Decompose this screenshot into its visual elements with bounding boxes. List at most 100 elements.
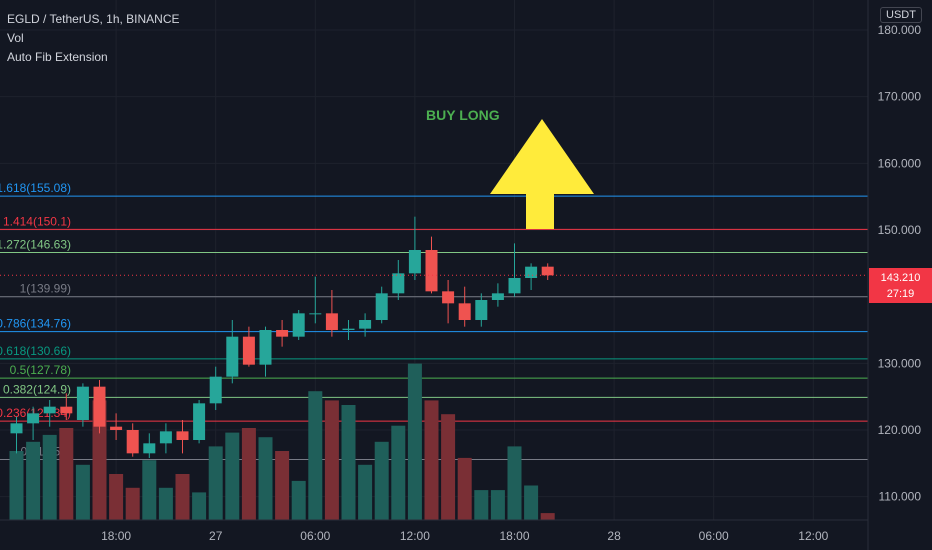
volume-bar: [275, 451, 290, 520]
candle-body: [193, 403, 206, 440]
candle[interactable]: [508, 243, 521, 297]
candle-body: [359, 320, 372, 329]
fib-level-label: 1(139.99): [20, 282, 71, 296]
candle[interactable]: [143, 433, 156, 458]
price-axis[interactable]: 110.000120.000130.000140.000150.000160.0…: [867, 0, 922, 550]
volume-bar: [524, 485, 539, 520]
candle[interactable]: [176, 420, 189, 454]
indicator-auto-fib[interactable]: Auto Fib Extension: [7, 50, 108, 64]
candle[interactable]: [342, 320, 355, 340]
candle[interactable]: [76, 383, 89, 427]
volume-bar: [241, 428, 256, 520]
candle[interactable]: [475, 293, 488, 327]
candle[interactable]: [458, 286, 471, 327]
candle-body: [325, 313, 338, 330]
volume-bar: [457, 457, 472, 520]
candle[interactable]: [325, 290, 338, 337]
candle-body: [442, 291, 455, 304]
fib-level-label: 0.382(124.9): [3, 382, 71, 396]
volume-bar: [391, 425, 406, 520]
candle-body: [491, 293, 504, 300]
candle-body: [458, 303, 471, 320]
time-tick-label: 12:00: [798, 529, 828, 543]
candle[interactable]: [126, 423, 139, 457]
volume-bar: [59, 428, 74, 520]
volume-bar: [424, 400, 439, 520]
volume-bar: [9, 451, 24, 520]
volume-bar: [42, 434, 57, 520]
candle-body: [259, 330, 272, 365]
candle[interactable]: [60, 393, 73, 420]
candle[interactable]: [309, 276, 322, 324]
volume-bar: [26, 441, 41, 520]
candle[interactable]: [159, 423, 172, 454]
price-tick-label: 180.000: [878, 23, 922, 37]
candle[interactable]: [392, 260, 405, 300]
bar-countdown: 27:19: [886, 288, 915, 300]
volume-bar: [125, 487, 140, 520]
volume-bar: [341, 405, 356, 520]
last-price-tag: 143.210 27:19: [869, 268, 932, 303]
candle[interactable]: [408, 216, 421, 280]
candle[interactable]: [242, 326, 255, 367]
fib-level-label: 0.5(127.78): [10, 363, 71, 377]
time-axis[interactable]: 18:00 27 06:00 12:00 18:00 28 06:00 12:00: [0, 519, 868, 543]
candle[interactable]: [525, 263, 538, 290]
volume-bar: [474, 490, 489, 520]
price-tick-label: 170.000: [878, 90, 922, 104]
candle[interactable]: [43, 400, 56, 427]
candle-body: [209, 376, 222, 404]
candle[interactable]: [110, 413, 123, 440]
candle[interactable]: [442, 280, 455, 324]
indicator-vol[interactable]: Vol: [7, 31, 24, 45]
candle[interactable]: [93, 380, 106, 434]
candle[interactable]: [292, 310, 305, 340]
symbol-title[interactable]: EGLD / TetherUS, 1h, BINANCE: [7, 12, 180, 26]
volume-bar: [142, 460, 157, 520]
volume-bar: [407, 363, 422, 520]
candle-body: [226, 336, 239, 377]
volume-bars: [9, 363, 555, 520]
fib-level-label: 0.786(134.76): [0, 317, 71, 331]
candle-body: [425, 250, 438, 292]
fib-level-label: 1.618(155.08): [0, 181, 71, 195]
candle[interactable]: [375, 286, 388, 324]
candle[interactable]: [541, 263, 554, 280]
candle-body: [43, 406, 56, 414]
candle-body: [508, 278, 521, 294]
volume-bar: [507, 446, 522, 520]
price-tick-label: 150.000: [878, 223, 922, 237]
candle[interactable]: [226, 320, 239, 384]
candlesticks[interactable]: [0, 216, 868, 458]
candle-body: [309, 313, 322, 315]
candle[interactable]: [193, 400, 206, 444]
price-tick-label: 120.000: [878, 423, 922, 437]
last-price-value: 143.210: [880, 272, 921, 284]
candle-body: [475, 300, 488, 320]
candle[interactable]: [491, 283, 504, 307]
candle[interactable]: [259, 326, 272, 377]
candle-body: [541, 266, 554, 276]
candle[interactable]: [209, 366, 222, 410]
candle[interactable]: [27, 406, 40, 440]
candle-body: [292, 313, 305, 337]
time-tick-label: 27: [209, 529, 223, 543]
fib-level-label: 0.618(130.66): [0, 344, 71, 358]
candle-body: [27, 413, 40, 424]
candle-body: [525, 266, 538, 278]
chart-legend: EGLD / TetherUS, 1h, BINANCE Vol Auto Fi…: [7, 10, 180, 67]
fib-level-label: 1.272(146.63): [0, 237, 71, 251]
fib-level-label: 1.414(150.1): [3, 214, 71, 228]
candle-body: [93, 386, 106, 427]
time-tick-label: 06:00: [300, 529, 330, 543]
candle[interactable]: [359, 313, 372, 337]
candle-body: [76, 386, 89, 420]
candle[interactable]: [276, 320, 289, 347]
candle-body: [10, 423, 23, 434]
volume-bar: [92, 400, 107, 520]
candle[interactable]: [10, 416, 23, 454]
candle[interactable]: [425, 236, 438, 294]
volume-bar: [324, 400, 339, 520]
currency-badge[interactable]: USDT: [880, 7, 922, 23]
